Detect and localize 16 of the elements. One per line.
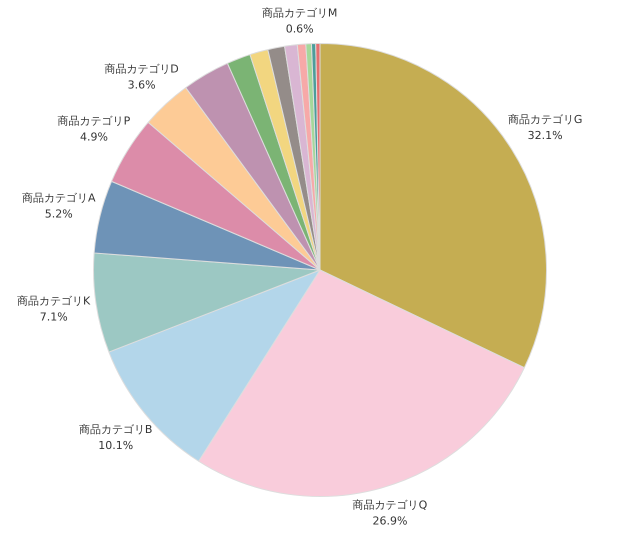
slice-label: 商品カテゴリD (104, 62, 179, 76)
slice-label: 商品カテゴリG (508, 112, 582, 126)
data-label: 7.1% (40, 310, 68, 324)
slice-label: 商品カテゴリA (22, 191, 96, 204)
data-label: 3.6% (128, 78, 156, 92)
data-label: 0.6% (286, 22, 314, 36)
slice-label: 商品カテゴリM (262, 6, 338, 20)
slice-label: 商品カテゴリP (58, 114, 131, 128)
slice-label: 商品カテゴリB (78, 422, 152, 436)
data-label: 32.1% (528, 128, 563, 142)
data-label: 5.2% (44, 207, 73, 220)
data-label: 26.9% (372, 514, 408, 528)
data-label: 10.1% (98, 438, 134, 452)
slice-label: 商品カテゴリQ (352, 498, 428, 512)
data-label: 4.9% (80, 130, 108, 144)
slice-label: 商品カテゴリK (17, 294, 92, 308)
